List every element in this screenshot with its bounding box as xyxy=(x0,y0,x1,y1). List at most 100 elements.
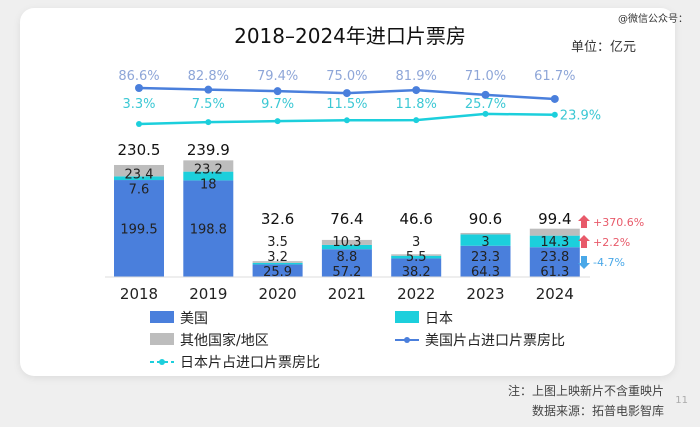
other-value-label: 23.4 xyxy=(125,167,154,182)
line-value-label: 75.0% xyxy=(326,69,367,84)
legend-swatch xyxy=(150,333,174,345)
line-value-label: 82.8% xyxy=(188,69,229,84)
other-value-label: 10.3 xyxy=(332,235,361,250)
legend-marker xyxy=(159,359,165,365)
legend-label: 日本 xyxy=(425,311,453,327)
watermark: @微信公众号： xyxy=(618,14,688,25)
line-point xyxy=(412,86,421,95)
x-tick-label: 2018 xyxy=(120,285,158,303)
bar-2022-0 xyxy=(391,258,442,277)
line-point xyxy=(273,87,282,96)
footnote: 注：上图上映新片不含重映片 xyxy=(507,384,664,398)
total-label: 90.6 xyxy=(469,210,502,228)
line-value-label: 81.9% xyxy=(396,69,437,84)
us-value-label: 64.3 xyxy=(471,265,500,280)
us-value-label: 198.8 xyxy=(190,223,227,238)
chart-title: 2018–2024年进口片票房 xyxy=(234,24,466,48)
total-label: 32.6 xyxy=(261,210,294,228)
line-value-label: 23.9% xyxy=(560,109,601,124)
legend-label: 其他国家/地区 xyxy=(180,332,269,349)
legend-label: 美国 xyxy=(180,311,208,327)
line-value-label: 86.6% xyxy=(118,69,159,84)
line-value-label: 7.5% xyxy=(192,97,225,112)
line-point xyxy=(135,84,143,92)
x-tick-label: 2022 xyxy=(397,285,435,303)
unit-label: 单位：亿元 xyxy=(571,40,636,55)
legend-swatch xyxy=(395,311,419,323)
line-value-label: 11.5% xyxy=(326,97,367,112)
bar-2022-1 xyxy=(391,255,442,259)
page-number: 11 xyxy=(675,395,688,406)
x-tick-label: 2023 xyxy=(466,285,504,303)
line-value-label: 79.4% xyxy=(257,69,298,84)
total-label: 239.9 xyxy=(187,141,230,159)
line-point xyxy=(274,118,281,125)
us-value-label: 57.2 xyxy=(332,265,361,280)
line-value-label: 3.3% xyxy=(122,97,155,112)
line-point xyxy=(205,119,212,126)
japan-value-label: 5.5 xyxy=(406,250,427,265)
arrow-down-icon xyxy=(578,256,590,269)
total-label: 76.4 xyxy=(330,210,363,228)
line-point xyxy=(550,94,559,103)
legend-swatch xyxy=(150,311,174,323)
legend-label: 美国片占进口片票房比 xyxy=(425,333,565,349)
bar-2021-1 xyxy=(321,244,372,250)
bar-2024-1 xyxy=(529,235,580,248)
x-tick-label: 2021 xyxy=(328,285,366,303)
us-value-label: 199.5 xyxy=(120,223,157,238)
total-label: 230.5 xyxy=(118,141,161,159)
bar-2019-1 xyxy=(183,171,234,181)
bar-2023-2 xyxy=(460,232,511,235)
total-label: 46.6 xyxy=(399,210,432,228)
bar-2023-0 xyxy=(460,245,511,277)
bar-2019-0 xyxy=(183,180,234,277)
japan-value-label: 3.2 xyxy=(267,250,288,265)
bar-2021-0 xyxy=(321,249,372,277)
change-annotation: +2.2% xyxy=(593,236,630,249)
change-annotation: +370.6% xyxy=(593,216,644,229)
legend-label: 日本片占进口片票房比 xyxy=(180,355,320,371)
line-value-label: 11.8% xyxy=(396,97,437,112)
change-annotation: -4.7% xyxy=(593,256,625,269)
other-value-label: 14.3 xyxy=(540,235,569,250)
other-value-label: 3 xyxy=(481,235,489,250)
other-value-label: 3 xyxy=(412,235,420,250)
line-point xyxy=(204,85,213,94)
line-point xyxy=(482,110,489,117)
japan-value-label: 18 xyxy=(200,178,217,193)
bar-2020-1 xyxy=(252,262,303,265)
us-value-label: 25.9 xyxy=(263,265,292,280)
bar-2018-2 xyxy=(114,164,164,177)
bar-2024-2 xyxy=(529,228,580,236)
other-value-label: 23.2 xyxy=(194,163,223,178)
legend-marker xyxy=(404,337,410,343)
x-tick-label: 2020 xyxy=(259,285,297,303)
bar-2024-0 xyxy=(529,247,580,277)
bar-2022-2 xyxy=(391,254,442,256)
x-tick-label: 2024 xyxy=(536,285,574,303)
japan-value-label: 23.3 xyxy=(471,250,500,265)
japan-value-label: 23.8 xyxy=(540,250,569,265)
line-point xyxy=(413,117,420,124)
total-label: 99.4 xyxy=(538,210,571,228)
japan-value-label: 8.8 xyxy=(337,250,358,265)
line-value-label: 9.7% xyxy=(261,97,294,112)
line-point xyxy=(343,117,350,124)
bar-2023-1 xyxy=(460,234,511,246)
bar-2019-2 xyxy=(183,160,234,172)
us-value-label: 38.2 xyxy=(402,265,431,280)
line-point xyxy=(481,90,490,99)
line-value-label: 61.7% xyxy=(534,69,575,84)
other-value-label: 3.5 xyxy=(267,235,288,250)
line-value-label: 71.0% xyxy=(465,69,506,84)
data-source: 数据来源：拓普电影智库 xyxy=(531,404,664,418)
bar-2020-0 xyxy=(252,264,303,277)
us-value-label: 61.3 xyxy=(540,265,569,280)
japan-value-label: 7.6 xyxy=(129,182,150,197)
line-point xyxy=(551,111,558,118)
bar-2020-2 xyxy=(252,261,303,263)
arrow-up-icon xyxy=(578,215,590,228)
bar-2021-2 xyxy=(321,239,372,245)
